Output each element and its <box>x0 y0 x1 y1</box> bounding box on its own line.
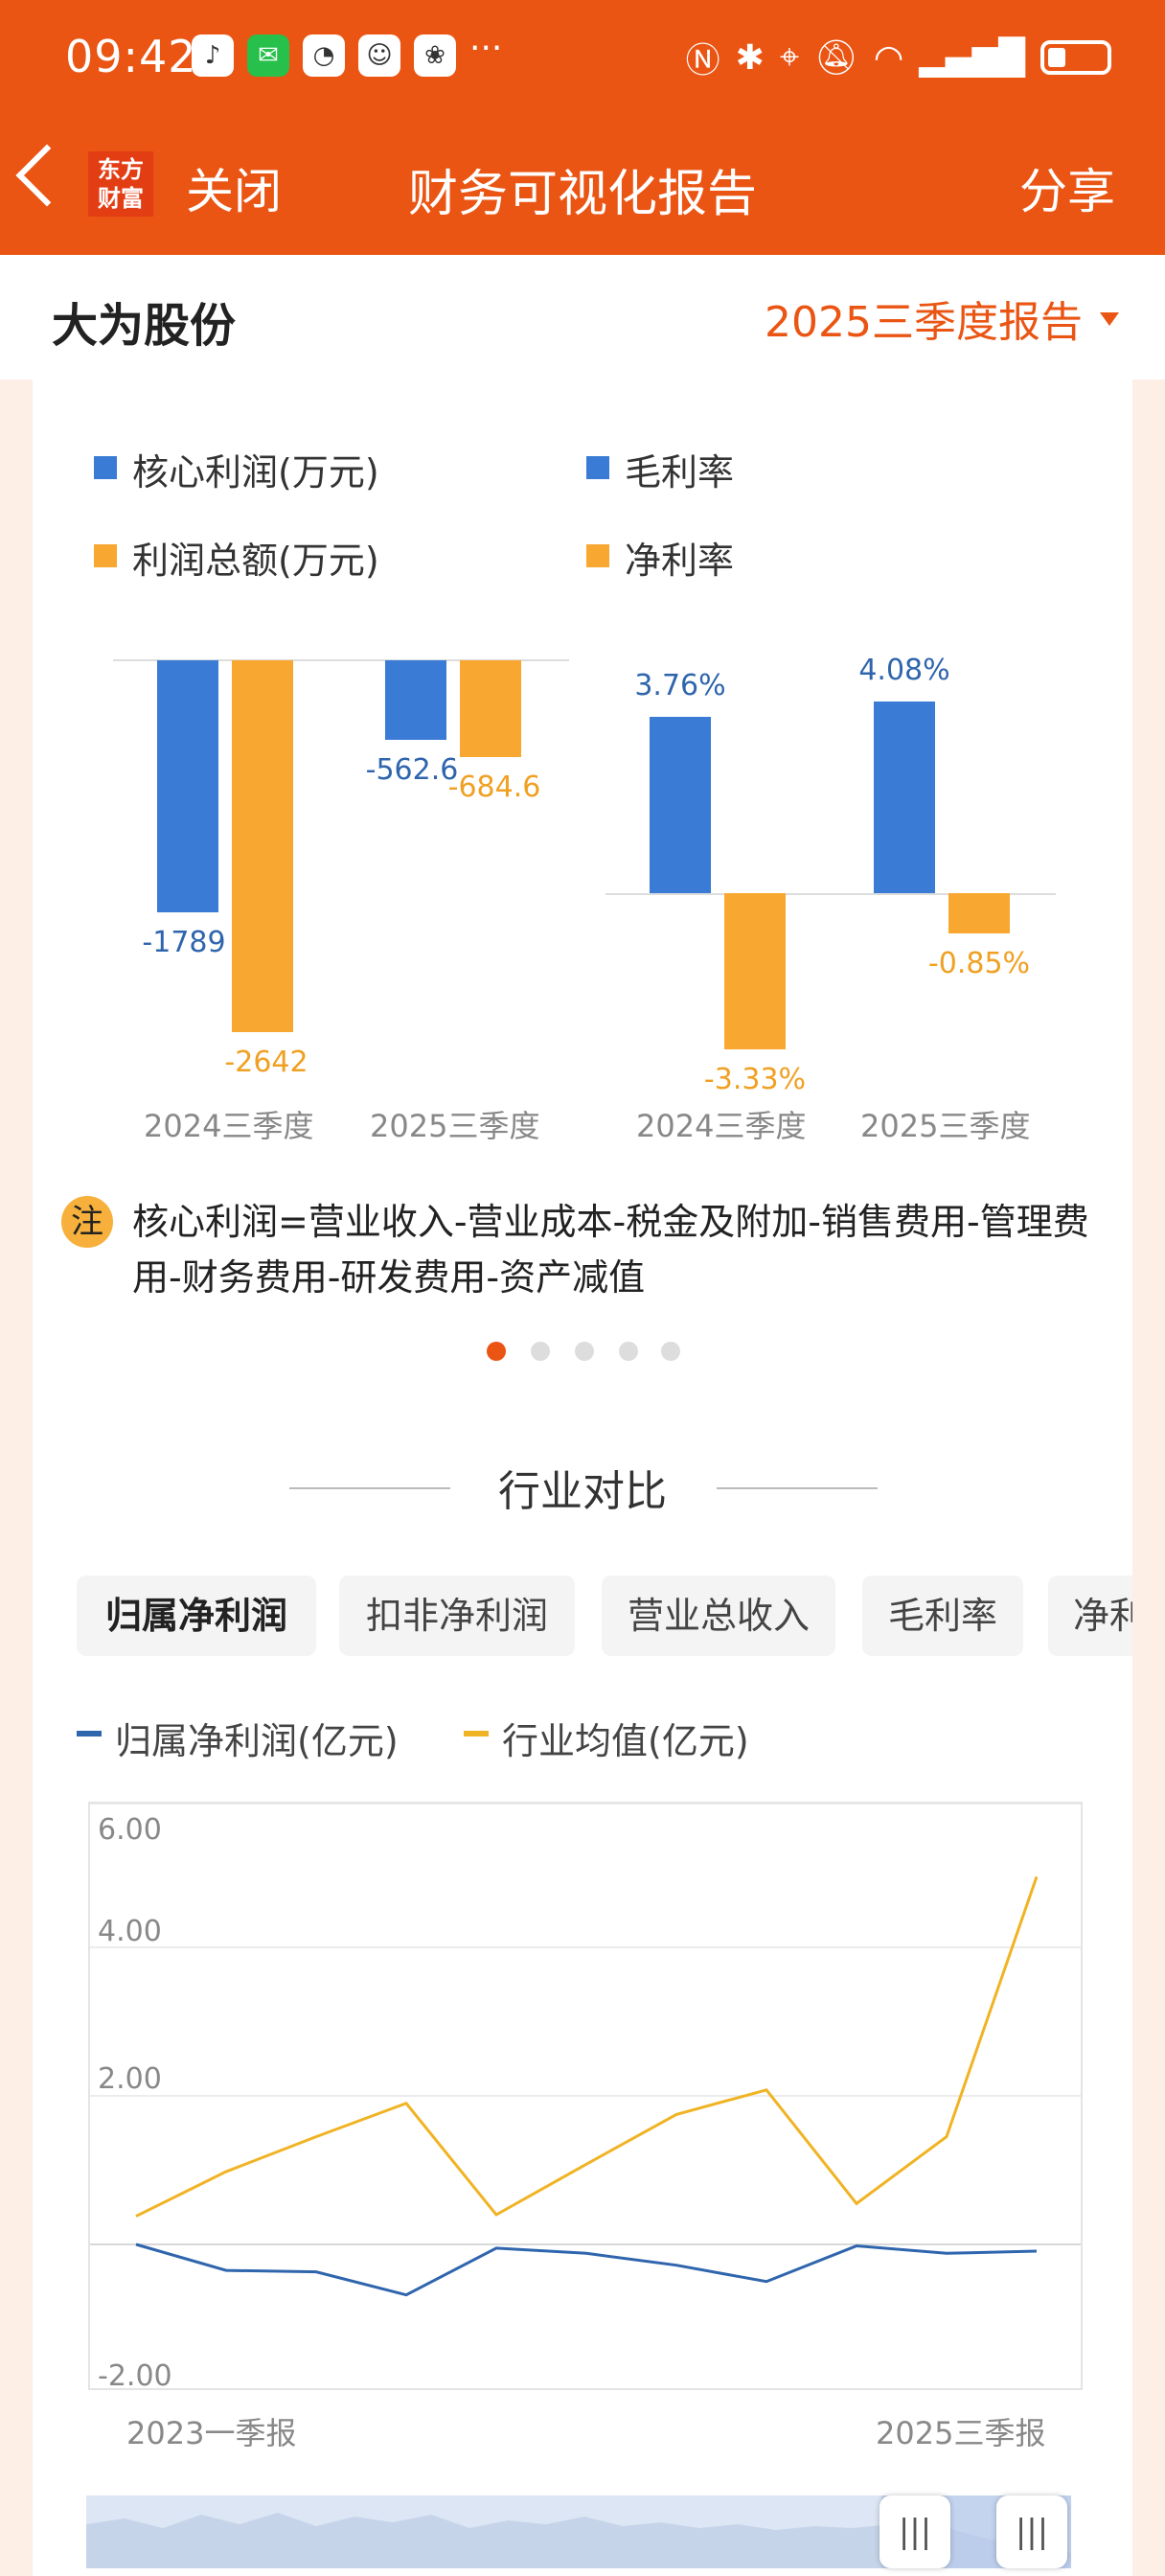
slider-handle-right[interactable]: ||| <box>996 2496 1067 2568</box>
profit-x-label-1: 2025三季度 <box>370 1108 540 1144</box>
profit-label-0-0: -1789 <box>142 925 226 959</box>
margin-x-label-0: 2024三季度 <box>636 1108 807 1144</box>
battery-icon <box>1040 40 1111 75</box>
y-tick-2: 2.00 <box>98 2062 162 2096</box>
status-icons: Ⓝ ✱ ⌖ 🔕︎ ◠ ▂▄▆█ <box>686 33 1111 82</box>
margin-bar-0-1 <box>724 893 786 1049</box>
margin-label-0-0: 3.76% <box>634 669 726 702</box>
tab-total-revenue[interactable]: 营业总收入 <box>602 1576 835 1656</box>
profit-bar-0-0 <box>157 660 218 912</box>
chevron-down-icon[interactable] <box>1100 312 1119 326</box>
y-tick-6: 6.00 <box>98 1813 162 1847</box>
legend-total-profit: 利润总额(万元) <box>132 540 379 582</box>
y-tick-neg2: -2.00 <box>98 2359 172 2393</box>
cloud-icon: ❀ <box>414 34 456 77</box>
legend-gross-margin: 毛利率 <box>625 451 735 494</box>
qq-icon: ☺ <box>358 34 400 77</box>
margin-label-1-1: -0.85% <box>927 946 1031 980</box>
legend-net-profit: 归属净利润(亿元) <box>115 1720 399 1762</box>
report-period-select[interactable]: 2025三季度报告 <box>765 298 1083 347</box>
eastmoney-logo: 东方 财富 <box>88 151 153 217</box>
location-icon: ⌖ <box>779 37 800 77</box>
more-notifications-icon: ··· <box>469 29 503 68</box>
legend-net-margin: 净利率 <box>625 540 735 582</box>
tiktok-icon: ♪ <box>192 34 234 77</box>
profit-bar-1-0 <box>385 660 446 740</box>
margin-label-0-1: -3.33% <box>703 1062 807 1096</box>
legend-line-industry-avg <box>464 1731 489 1736</box>
section-title: 行业对比 <box>498 1467 667 1516</box>
legend-swatch-net-margin <box>586 544 609 567</box>
profit-chart-baseline <box>113 659 569 661</box>
profit-bar-0-1 <box>232 660 293 1032</box>
pager-dot-5[interactable] <box>661 1342 680 1361</box>
status-time: 09:42 <box>65 31 197 82</box>
close-button[interactable]: 关闭 <box>186 164 282 219</box>
legend-swatch-core-profit <box>94 456 117 479</box>
page-title: 财务可视化报告 <box>407 166 757 223</box>
pager-dot-4[interactable] <box>619 1342 638 1361</box>
margin-x-label-1: 2025三季度 <box>860 1108 1031 1144</box>
nfc-icon: Ⓝ <box>685 41 720 80</box>
tab-net-margin[interactable]: 净利 <box>1048 1576 1132 1656</box>
legend-swatch-total-profit <box>94 544 117 567</box>
margin-bar-1-0 <box>874 702 935 893</box>
wechat-icon: ✉ <box>247 34 289 77</box>
slider-preview <box>86 2513 1071 2568</box>
note-badge: 注 <box>61 1196 113 1248</box>
mute-icon: 🔕︎ <box>814 38 858 78</box>
margin-bar-0-0 <box>650 717 711 893</box>
margin-label-1-0: 4.08% <box>858 654 950 688</box>
slider-area <box>86 2513 1071 2568</box>
margin-chart-baseline <box>605 893 1056 895</box>
pager-dot-2[interactable] <box>531 1342 550 1361</box>
y-tick-4: 4.00 <box>98 1915 162 1948</box>
legend-swatch-gross-margin <box>586 456 609 479</box>
section-divider-right <box>717 1487 878 1489</box>
note-text: 核心利润=营业收入-营业成本-税金及附加-销售费用-管理费用-财务费用-研发费用… <box>132 1201 1089 1299</box>
tab-gross-margin[interactable]: 毛利率 <box>862 1576 1023 1656</box>
company-bar <box>0 255 1165 380</box>
profit-x-label-0: 2024三季度 <box>144 1108 314 1144</box>
line-chart-svg <box>90 1804 1081 2297</box>
legend-industry-avg: 行业均值(亿元) <box>502 1720 749 1762</box>
series-line-net-profit <box>135 2242 1038 2297</box>
message-icon: ◔ <box>303 34 345 77</box>
tab-deducted-net-profit[interactable]: 扣非净利润 <box>339 1576 575 1656</box>
signal-icon: ▂▄▆█ <box>919 37 1025 78</box>
bluetooth-icon: ✱ <box>735 37 765 78</box>
series-line-industry-avg <box>135 1875 1039 2218</box>
x-label-last: 2025三季报 <box>876 2415 1046 2451</box>
profit-label-1-0: -562.6 <box>365 752 459 787</box>
margin-bar-1-1 <box>948 893 1010 933</box>
section-divider-left <box>289 1487 450 1489</box>
legend-line-net-profit <box>77 1731 102 1736</box>
legend-core-profit: 核心利润(万元) <box>132 451 379 494</box>
pager-dot-3[interactable] <box>575 1342 594 1361</box>
share-button[interactable]: 分享 <box>1019 164 1115 219</box>
slider-handle-left[interactable]: ||| <box>879 2496 950 2568</box>
pager-dot-1[interactable] <box>487 1342 506 1361</box>
wifi-icon: ◠ <box>873 37 904 78</box>
profit-label-0-1: -2642 <box>224 1046 308 1079</box>
tab-net-profit[interactable]: 归属净利润 <box>77 1576 316 1656</box>
profit-label-1-1: -684.6 <box>447 770 541 804</box>
profit-bar-1-1 <box>460 660 521 757</box>
x-label-first: 2023一季报 <box>126 2415 297 2451</box>
company-name: 大为股份 <box>52 299 237 353</box>
industry-line-chart[interactable] <box>88 1802 1083 2390</box>
